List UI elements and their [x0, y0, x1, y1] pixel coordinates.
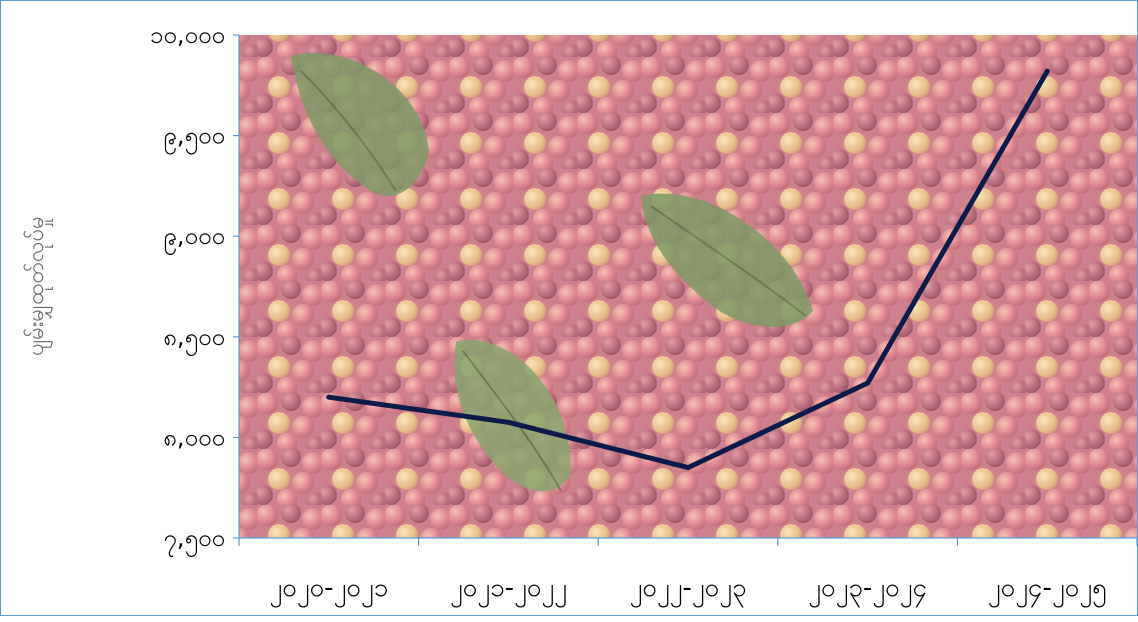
coffee-cherries-photo [239, 35, 1137, 538]
x-tick-label: ၂၀၂၀-၂၀၂၁ [269, 573, 388, 608]
y-tick-label: ၈,၀၀၀ [163, 423, 225, 451]
axes [238, 35, 1137, 539]
y-axis-ticks: ၇,၅၀၀ ၈,၀၀၀ ၈,၅၀၀ ၉,၀၀၀ ၉,၅၀၀ ၁၀,၀၀၀ [150, 21, 239, 557]
x-tick-label: ၂၀၂၁-၂၀၂၂ [450, 573, 567, 608]
series-layer [326, 68, 1050, 471]
leaf-icon [641, 193, 813, 328]
data-point [505, 419, 511, 425]
data-point [865, 380, 871, 386]
y-tick-label: ၉,၅၀၀ [163, 122, 225, 155]
x-tick-label: ၂၀၂၃-၂၀၂၄ [808, 573, 927, 608]
data-point [1044, 68, 1050, 74]
data-point [685, 465, 691, 471]
y-axis-label: ပျမ်းမျှထုတ်လုပ်မှု [23, 216, 53, 356]
x-tick-label: ၂၀၂၄-၂၀၂၅ [988, 573, 1107, 608]
y-tick-label: ၈,၅၀၀ [163, 323, 225, 356]
y-tick-label: ၇,၅၀၀ [163, 524, 225, 557]
x-axis-ticks: ၂၀၂၀-၂၀၂၁ ၂၀၂၁-၂၀၂၂ ၂၀၂၂-၂၀၂၃ ၂၀၂၃-၂၀၂၄ ၂၀၂၄… [238, 538, 1138, 608]
y-tick-label: ၁၀,၀၀၀ [150, 21, 225, 49]
data-point [326, 394, 332, 400]
leaf-icon [291, 52, 429, 197]
x-tick-label: ၂၀၂၂-၂၀၂၃ [629, 573, 746, 608]
y-tick-label: ၉,၀၀၀ [163, 222, 225, 255]
